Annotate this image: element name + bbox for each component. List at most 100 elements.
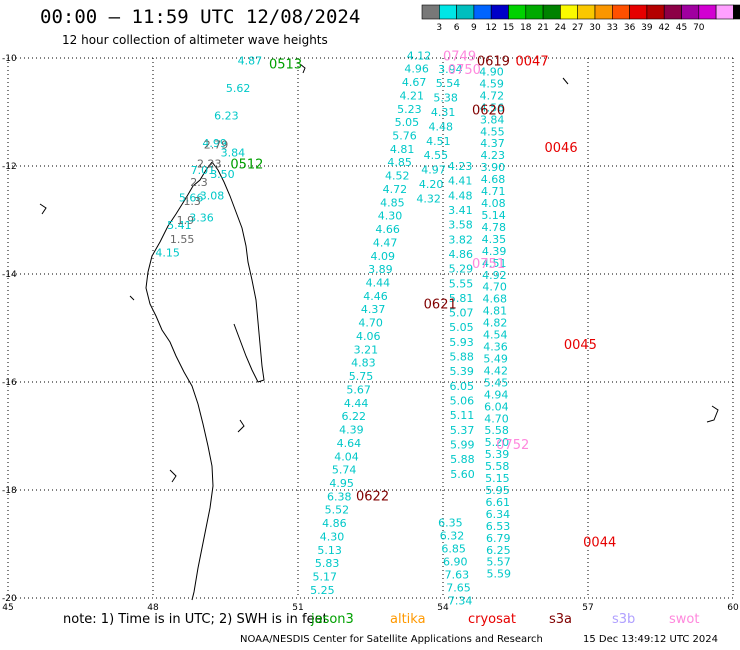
wave-height-label: 7.34 [448, 595, 473, 608]
wave-height-label: 4.30 [378, 210, 403, 223]
lat-tick-label: -16 [2, 378, 17, 388]
wave-height-label: 1.3 [183, 195, 201, 208]
wave-height-label: 5.06 [450, 395, 475, 408]
wave-height-label: 4.35 [482, 233, 507, 246]
wave-height-label: 5.60 [450, 468, 475, 481]
wave-height-label: 4.15 [155, 246, 180, 259]
timestamp-text: 15 Dec 13:49:12 UTC 2024 [583, 634, 718, 645]
wave-height-label: 5.20 [485, 436, 510, 449]
wave-height-label: 6.90 [443, 556, 468, 569]
map-subtitle: 12 hour collection of altimeter wave hei… [62, 33, 328, 47]
wave-height-label: 5.17 [313, 571, 338, 584]
lat-tick-label: -20 [2, 594, 17, 604]
wave-height-label: 5.66 [179, 192, 204, 205]
color-level-label: 24 [555, 23, 567, 33]
lat-tick-label: -12 [2, 162, 17, 172]
color-level-label: 70 [693, 23, 705, 33]
wave-height-label: 5.62 [226, 82, 251, 95]
islet-east-2 [237, 419, 245, 433]
wave-height-label: 6.05 [450, 380, 475, 393]
islet-west-3 [169, 469, 177, 483]
pass-time-label: 0622 [356, 489, 389, 504]
islet-north-1 [299, 63, 306, 74]
color-level-label: 9 [471, 23, 477, 33]
wave-height-label: 7.01 [191, 164, 216, 177]
wave-height-label: 5.81 [449, 292, 474, 305]
wave-height-label: 4.51 [426, 135, 451, 148]
wave-height-label: 5.29 [449, 263, 474, 276]
color-swatch [715, 4, 734, 20]
wave-height-label: 4.95 [329, 477, 354, 490]
wave-height-label: 4.83 [351, 357, 376, 370]
wave-height-label: 4.09 [371, 250, 396, 263]
wave-height-label: 4.47 [373, 236, 398, 249]
color-swatch [611, 4, 630, 20]
wave-height-label: 7.63 [445, 569, 470, 582]
wave-height-label: 4.52 [385, 170, 410, 183]
wave-height-label: 5.88 [450, 453, 475, 466]
wave-height-label: 4.59 [479, 77, 504, 90]
wave-height-label: 4.90 [479, 66, 504, 79]
wave-height-label: 4.44 [344, 397, 369, 410]
wave-height-label: 4.37 [361, 303, 386, 316]
pass-time-label: 0044 [583, 535, 616, 550]
wave-height-label: 2.3 [190, 176, 208, 189]
wave-height-label: 6.85 [441, 543, 466, 556]
color-level-label: 45 [676, 23, 687, 33]
color-swatch [490, 4, 509, 20]
lat-lon-grid: 45 48 51 54 57 60 -10 -12 -14 -16 -18 -20 [2, 54, 739, 613]
wave-height-label: 4.39 [482, 245, 507, 258]
wave-height-label: 5.83 [315, 557, 340, 570]
pass-time-label: 0621 [424, 298, 457, 313]
wave-height-label: 5.76 [392, 129, 417, 142]
wave-height-label: 4.64 [337, 437, 362, 450]
wave-height-label: 3.50 [210, 168, 235, 181]
color-swatch [594, 4, 613, 20]
color-level-label: 15 [503, 23, 514, 33]
wave-height-label: 4.71 [481, 185, 506, 198]
wave-height-label: 5.88 [449, 351, 474, 364]
wave-height-label: 6.32 [440, 529, 465, 542]
wave-height-label: 6.23 [214, 109, 239, 122]
color-swatch [577, 4, 596, 20]
color-swatch [646, 4, 665, 20]
pass-time-label: 0751 [472, 257, 505, 272]
lon-tick-label: 45 [2, 603, 13, 613]
wave-height-label: 4.46 [363, 290, 388, 303]
wave-height-label: 4.72 [383, 183, 408, 196]
wave-height-label: 5.54 [436, 77, 461, 90]
wave-height-label: 1.55 [170, 233, 195, 246]
wave-height-label: 4.97 [421, 164, 446, 177]
wave-height-label: 4.12 [407, 49, 432, 62]
wave-height-label: 3.89 [368, 263, 393, 276]
wave-height-label: 3.82 [448, 233, 473, 246]
wave-height-label: 4.08 [481, 197, 506, 210]
wave-height-label: 6.61 [485, 496, 510, 509]
color-swatch [733, 4, 740, 20]
legend-swot: swot [669, 612, 700, 627]
wave-height-label: 4.23 [480, 149, 505, 162]
wave-height-label: 5.57 [486, 556, 511, 569]
color-level-label: 6 [454, 23, 460, 33]
wave-height-label: 5.67 [346, 383, 371, 396]
wave-height-label: 4.20 [419, 178, 444, 191]
wave-height-label: 5.75 [349, 370, 374, 383]
color-swatch [473, 4, 492, 20]
madagascar-coastline [145, 161, 265, 601]
wave-height-label: 5.25 [310, 584, 335, 597]
wave-height-label: 3.94 [438, 63, 463, 76]
pass-time-label: 0046 [545, 141, 578, 156]
wave-height-label: 4.94 [484, 388, 509, 401]
wave-height-label: 4.30 [320, 530, 345, 543]
wave-height-label: 6.79 [486, 532, 511, 545]
wave-height-label: 4.67 [402, 76, 427, 89]
color-swatch [663, 4, 682, 20]
wave-height-label: 3.41 [448, 204, 473, 217]
wave-height-label: 4.37 [480, 137, 505, 150]
legend-s3a: s3a [549, 612, 573, 627]
wave-height-label: 4.86 [449, 248, 474, 261]
color-swatch [542, 4, 561, 20]
wave-height-label: 5.14 [481, 209, 506, 222]
color-swatch [438, 4, 457, 20]
wave-height-label: 5.23 [397, 103, 422, 116]
